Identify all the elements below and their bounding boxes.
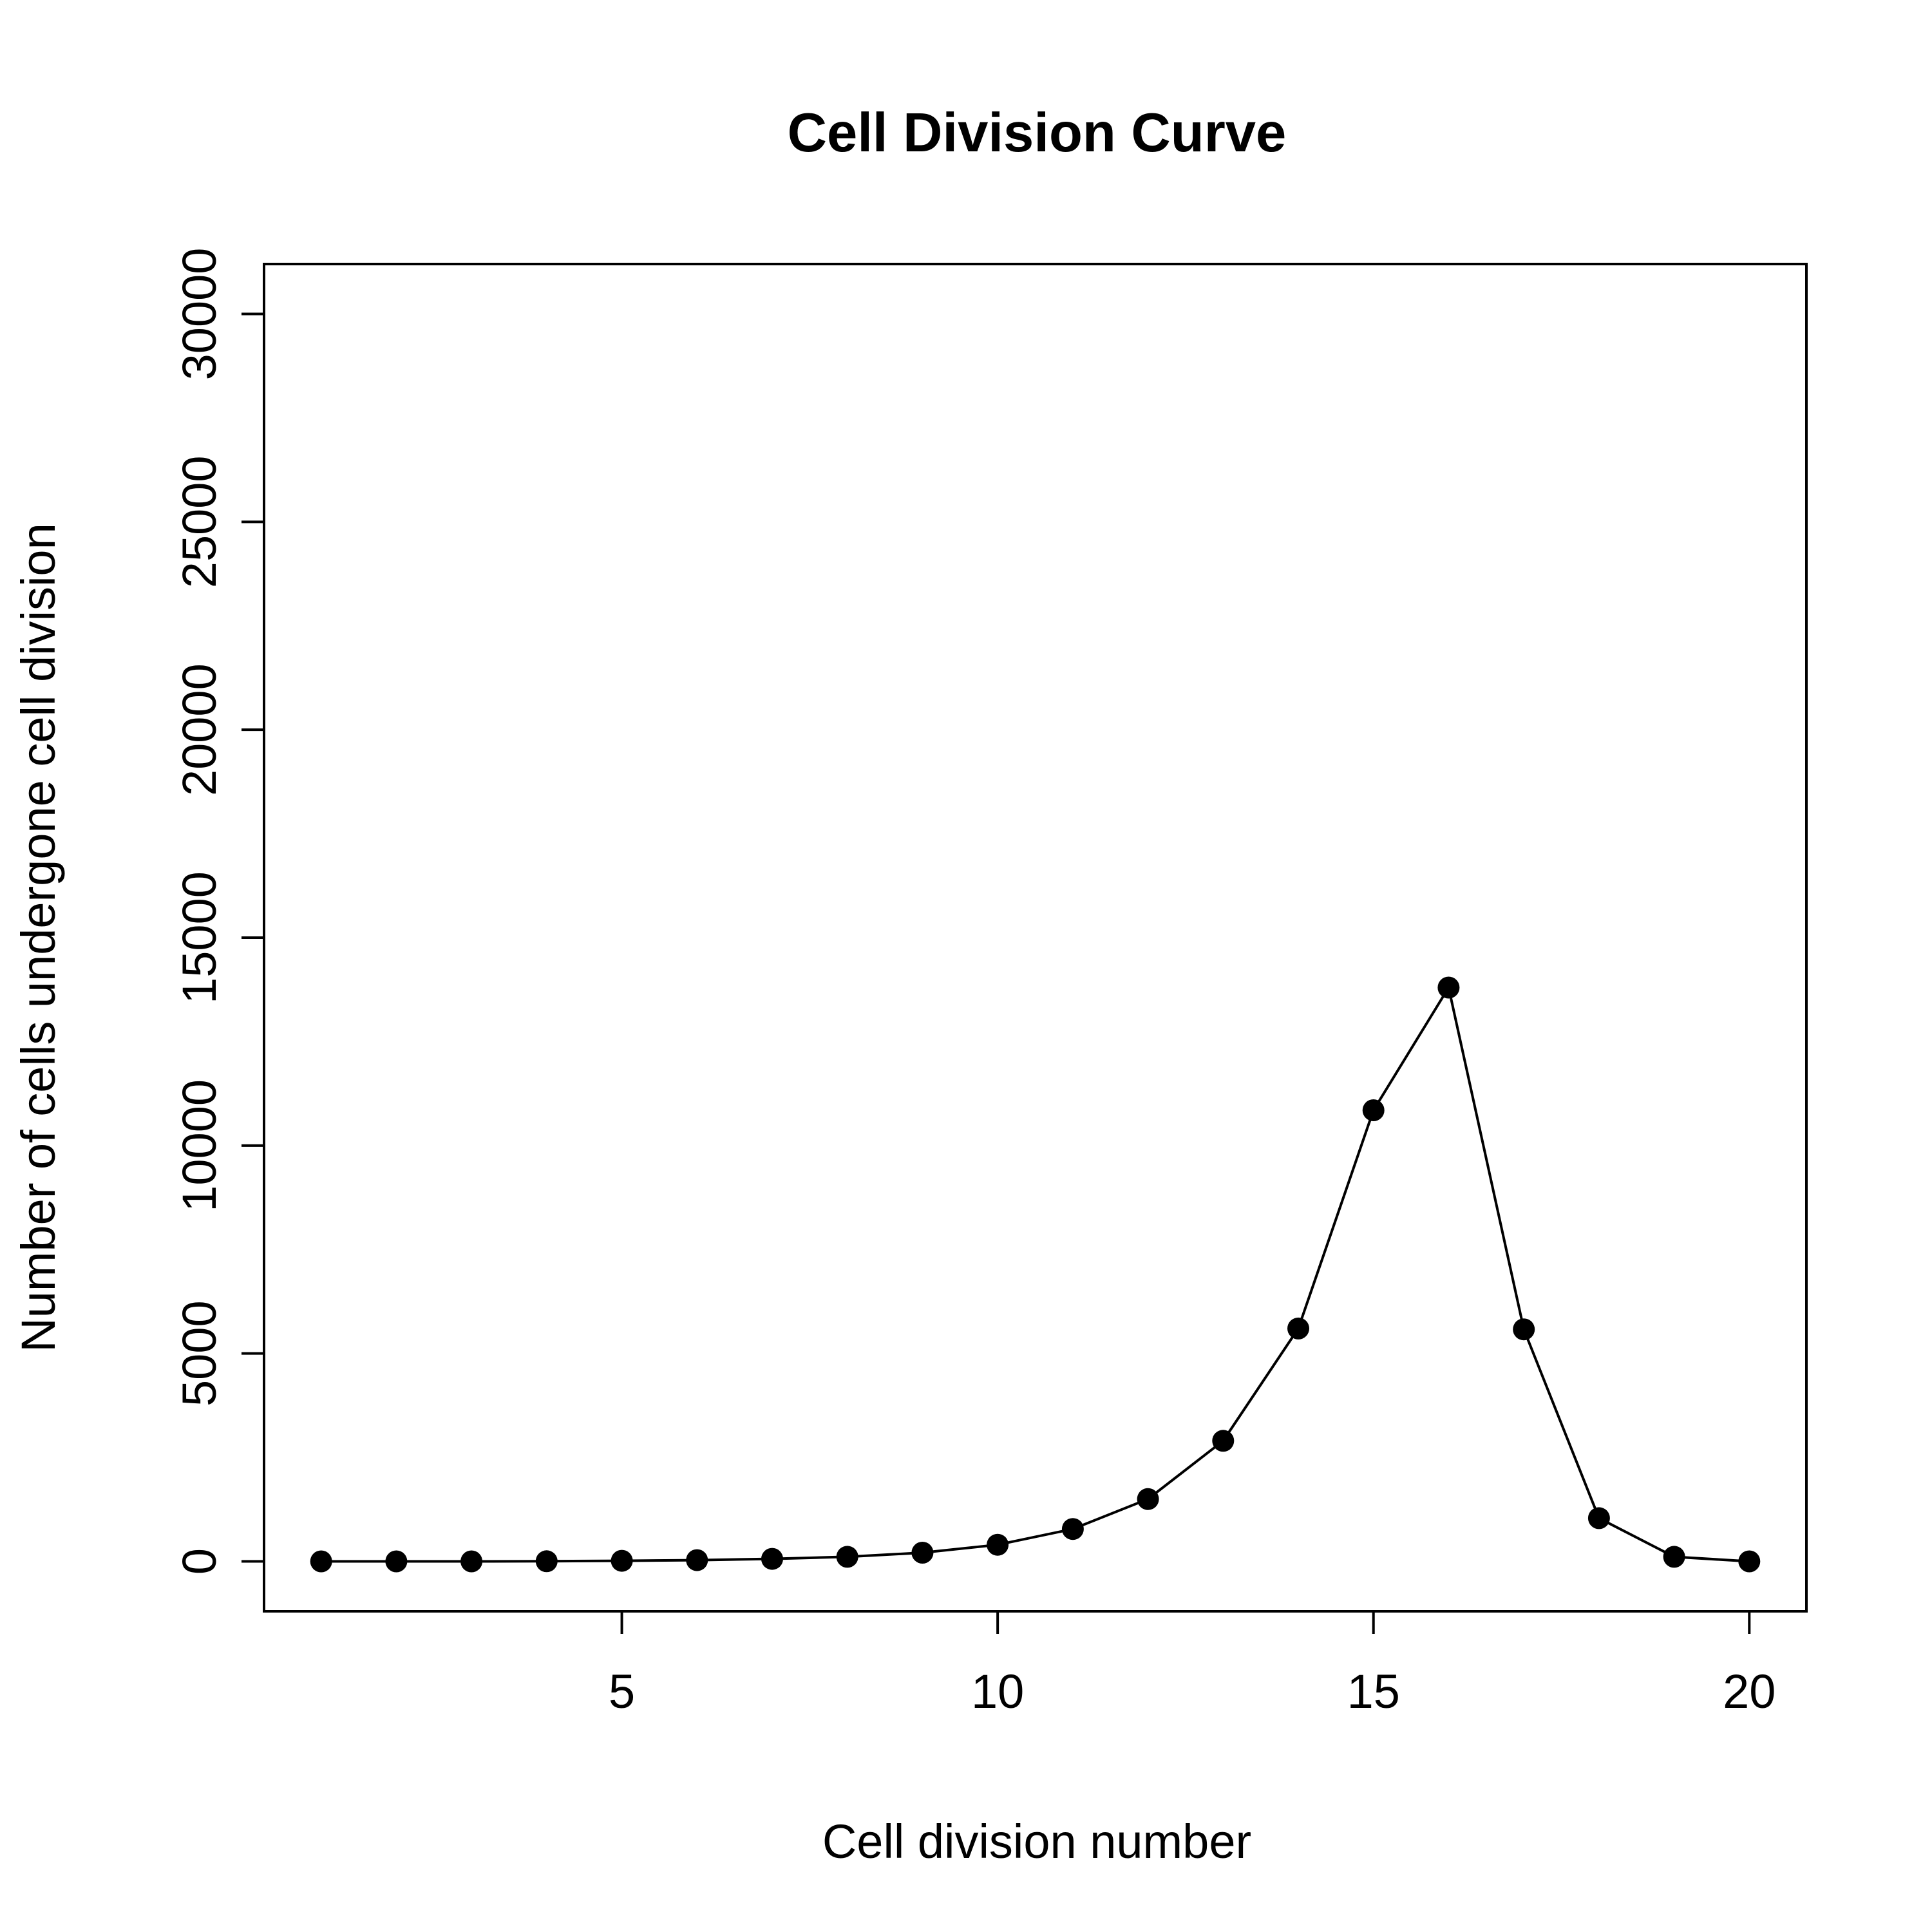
data-point bbox=[1738, 1550, 1761, 1573]
data-point bbox=[911, 1542, 934, 1564]
data-point bbox=[1212, 1430, 1235, 1452]
data-point bbox=[460, 1550, 483, 1573]
data-point bbox=[1663, 1546, 1685, 1568]
data-point bbox=[1362, 1099, 1385, 1121]
x-axis-label: Cell division number bbox=[822, 1815, 1251, 1868]
data-point bbox=[535, 1550, 558, 1573]
data-point bbox=[611, 1549, 633, 1572]
series-cell-division bbox=[310, 976, 1761, 1573]
series-line bbox=[321, 984, 1750, 1563]
data-point bbox=[761, 1548, 783, 1570]
x-tick-label: 10 bbox=[971, 1665, 1024, 1718]
data-point bbox=[1061, 1518, 1084, 1540]
data-point bbox=[310, 1550, 332, 1573]
y-axis: 0 5000 10000 15000 20000 25000 30000 bbox=[173, 248, 265, 1575]
plot-frame bbox=[263, 263, 1808, 1613]
y-tick-label: 5000 bbox=[173, 1300, 226, 1406]
y-tick-label: 0 bbox=[173, 1548, 226, 1575]
chart-title: Cell Division Curve bbox=[788, 102, 1287, 164]
x-tick-label: 15 bbox=[1347, 1665, 1400, 1718]
data-point bbox=[686, 1549, 708, 1571]
y-tick-label: 25000 bbox=[173, 455, 226, 588]
data-point bbox=[1137, 1488, 1159, 1510]
y-tick-label: 15000 bbox=[173, 871, 226, 1004]
data-point bbox=[1287, 1317, 1309, 1340]
y-tick-label: 30000 bbox=[173, 248, 226, 381]
data-point bbox=[987, 1533, 1009, 1556]
data-point bbox=[385, 1550, 408, 1573]
y-axis-label: Number of cells undergone cell division bbox=[12, 523, 65, 1352]
x-axis: 5 10 15 20 bbox=[609, 1610, 1776, 1718]
y-tick-label: 10000 bbox=[173, 1079, 226, 1212]
y-tick-label: 20000 bbox=[173, 663, 226, 796]
data-point bbox=[836, 1546, 858, 1568]
data-point bbox=[1513, 1318, 1535, 1341]
x-tick-label: 20 bbox=[1723, 1665, 1776, 1718]
data-point bbox=[1587, 1507, 1610, 1530]
x-tick-label: 5 bbox=[609, 1665, 635, 1718]
data-point bbox=[1437, 976, 1460, 999]
